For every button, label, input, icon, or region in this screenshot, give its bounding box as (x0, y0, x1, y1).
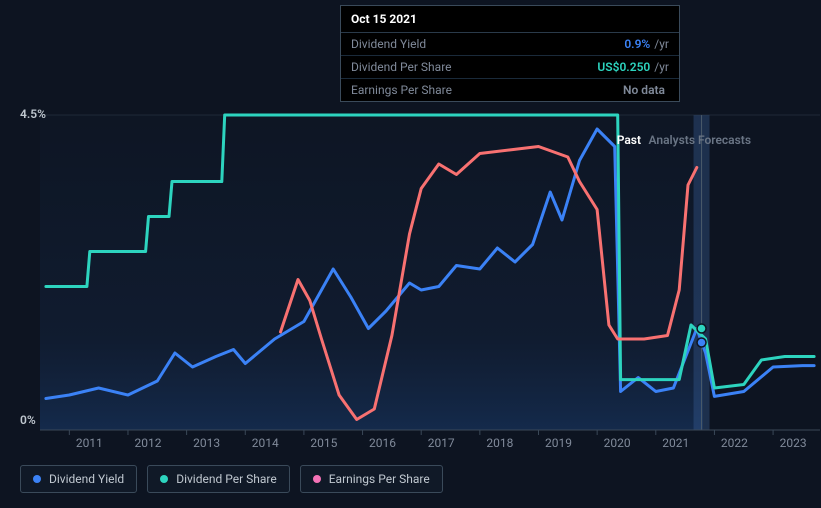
x-tick: 2019 (545, 436, 572, 450)
y-axis-min: 0% (20, 413, 36, 427)
tooltip-row: Dividend Per ShareUS$0.250/yr (341, 56, 679, 79)
legend-dot (160, 475, 168, 483)
past-label: Past (617, 133, 641, 147)
x-tick: 2014 (252, 436, 279, 450)
legend-dot (33, 475, 41, 483)
y-axis-max: 4.5% (20, 107, 46, 121)
tooltip-row-label: Earnings Per Share (351, 83, 623, 97)
tooltip-row-value: 0.9% (624, 37, 650, 51)
tooltip-row-unit: /yr (654, 37, 669, 51)
tooltip-date: Oct 15 2021 (341, 6, 679, 33)
x-tick: 2021 (662, 436, 689, 450)
forecast-label: Analysts Forecasts (649, 133, 751, 147)
tooltip-row-value: US$0.250 (597, 60, 650, 74)
tooltip-row-label: Dividend Per Share (351, 60, 597, 74)
legend-dot (313, 475, 321, 483)
x-tick: 2017 (428, 436, 455, 450)
tooltip-row: Dividend Yield0.9% /yr (341, 33, 679, 56)
x-tick: 2020 (604, 436, 631, 450)
legend-label: Dividend Yield (49, 472, 124, 486)
tooltip-row-unit: /yr (654, 60, 669, 74)
x-tick: 2011 (76, 436, 103, 450)
legend: Dividend Yield Dividend Per Share Earnings… (20, 465, 443, 493)
legend-item[interactable]: Earnings Per Share (300, 465, 443, 493)
x-tick: 2022 (721, 436, 748, 450)
x-tick: 2016 (369, 436, 396, 450)
legend-item[interactable]: Dividend Per Share (147, 465, 290, 493)
legend-label: Earnings Per Share (329, 472, 430, 486)
x-tick: 2015 (310, 436, 337, 450)
legend-label: Dividend Per Share (176, 472, 277, 486)
tooltip-row-value: No data (623, 83, 665, 97)
x-tick: 2013 (193, 436, 220, 450)
x-tick: 2023 (780, 436, 807, 450)
legend-item[interactable]: Dividend Yield (20, 465, 137, 493)
tooltip-row-label: Dividend Yield (351, 37, 624, 51)
tooltip: Oct 15 2021 Dividend Yield0.9%/yrDividen… (340, 5, 680, 102)
x-tick: 2018 (486, 436, 513, 450)
tooltip-row: Earnings Per ShareNo data (341, 79, 679, 101)
x-tick: 2012 (134, 436, 161, 450)
